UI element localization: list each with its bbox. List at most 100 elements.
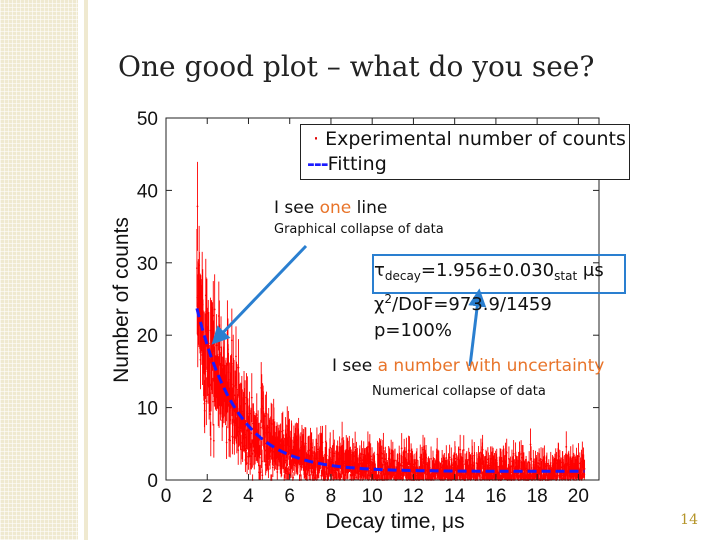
data-point — [225, 441, 228, 444]
data-point — [251, 453, 254, 455]
legend-label-data: Experimental number of counts — [325, 128, 626, 150]
data-point — [271, 466, 274, 469]
data-point — [400, 447, 403, 450]
data-point — [556, 474, 559, 477]
data-point — [445, 456, 448, 459]
tau-decay-result: τdecay=1.956±0.030stat μs — [374, 260, 604, 283]
y-tick-label: 40 — [137, 181, 158, 202]
x-tick-label: 2 — [202, 486, 213, 507]
data-point — [537, 477, 540, 480]
data-point — [205, 400, 208, 403]
arrow-layer — [211, 244, 487, 367]
x-tick-label: 18 — [527, 486, 548, 507]
data-point — [540, 458, 542, 461]
data-point — [310, 446, 313, 449]
y-tick-label: 0 — [147, 471, 158, 492]
data-point — [335, 477, 338, 480]
data-point — [430, 457, 432, 460]
data-point — [212, 400, 214, 403]
data-point — [302, 443, 305, 446]
x-tick-label: 20 — [568, 486, 589, 507]
annotation-one-line: I see one line — [274, 198, 388, 218]
data-point — [299, 465, 302, 468]
data-point — [245, 449, 248, 452]
data-point — [237, 366, 240, 369]
data-point — [258, 456, 261, 459]
x-tick-label: 14 — [444, 486, 466, 507]
slide-title: One good plot – what do you see? — [118, 50, 595, 83]
data-point — [267, 468, 270, 471]
data-point — [212, 314, 215, 317]
data-point — [255, 414, 258, 416]
data-point — [485, 461, 488, 464]
legend-item-fit: ---Fitting — [307, 153, 387, 175]
data-point — [261, 460, 263, 463]
data-point — [204, 370, 207, 373]
data-point — [382, 463, 385, 466]
data-point — [384, 458, 387, 460]
x-tick-label: 10 — [362, 486, 383, 507]
data-point — [229, 439, 232, 442]
data-point — [545, 462, 548, 465]
data-point — [250, 432, 253, 435]
data-point — [416, 459, 418, 462]
data-point — [276, 471, 279, 473]
data-point — [203, 409, 206, 412]
data-point — [265, 412, 268, 415]
tau-highlight-box — [372, 254, 626, 294]
data-point — [355, 476, 358, 479]
annotation-number: I see a number with uncertainty — [332, 356, 605, 376]
data-point — [454, 457, 457, 460]
data-point — [583, 467, 586, 470]
data-point — [250, 396, 253, 399]
data-point — [287, 472, 290, 475]
data-point — [285, 459, 288, 462]
page-number: 14 — [680, 512, 698, 528]
data-point — [335, 471, 338, 474]
data-point — [512, 452, 515, 455]
data-point — [341, 438, 344, 440]
data-point — [354, 446, 357, 448]
data-point — [565, 445, 568, 448]
data-point — [408, 449, 411, 452]
data-point — [357, 476, 360, 478]
data-point — [281, 429, 284, 432]
data-point — [317, 448, 320, 451]
data-point — [207, 342, 210, 345]
data-point — [530, 467, 533, 469]
chi2-result: χ2/DoF=973.9/1459 — [374, 292, 552, 315]
data-point — [560, 466, 563, 469]
chart-legend: · Experimental number of counts ---Fitti… — [300, 124, 630, 180]
arrow-to-curve — [211, 244, 308, 345]
data-point — [338, 472, 341, 475]
plot-frame — [165, 117, 600, 481]
data-point — [351, 451, 354, 454]
axes-layer: 0 2 4 6 8 10 12 14 16 18 20 0 10 20 30 40 50 Decay time, … — [110, 109, 600, 533]
data-point — [271, 423, 273, 425]
y-tick-label: 20 — [137, 326, 158, 347]
x-tick-label: 4 — [243, 486, 254, 507]
p-value: p=100% — [374, 320, 452, 341]
y-tick-label: 10 — [137, 399, 158, 420]
data-layer — [196, 161, 586, 481]
data-point — [240, 448, 242, 451]
data-point — [227, 378, 230, 381]
data-point — [284, 472, 287, 475]
data-point — [333, 452, 336, 455]
data-point — [284, 461, 286, 464]
data-point — [382, 447, 385, 450]
data-point — [380, 457, 383, 460]
data-point — [459, 448, 462, 451]
data-point — [529, 443, 532, 446]
data-point — [378, 471, 380, 474]
data-point — [261, 474, 264, 477]
x-tick-label: 12 — [403, 486, 424, 507]
decorative-divider — [84, 0, 88, 540]
data-point — [236, 388, 239, 391]
data-point — [509, 471, 512, 474]
data-point — [369, 455, 372, 458]
data-point — [292, 476, 294, 479]
arrow-to-tau — [468, 288, 487, 367]
data-point — [233, 385, 235, 387]
